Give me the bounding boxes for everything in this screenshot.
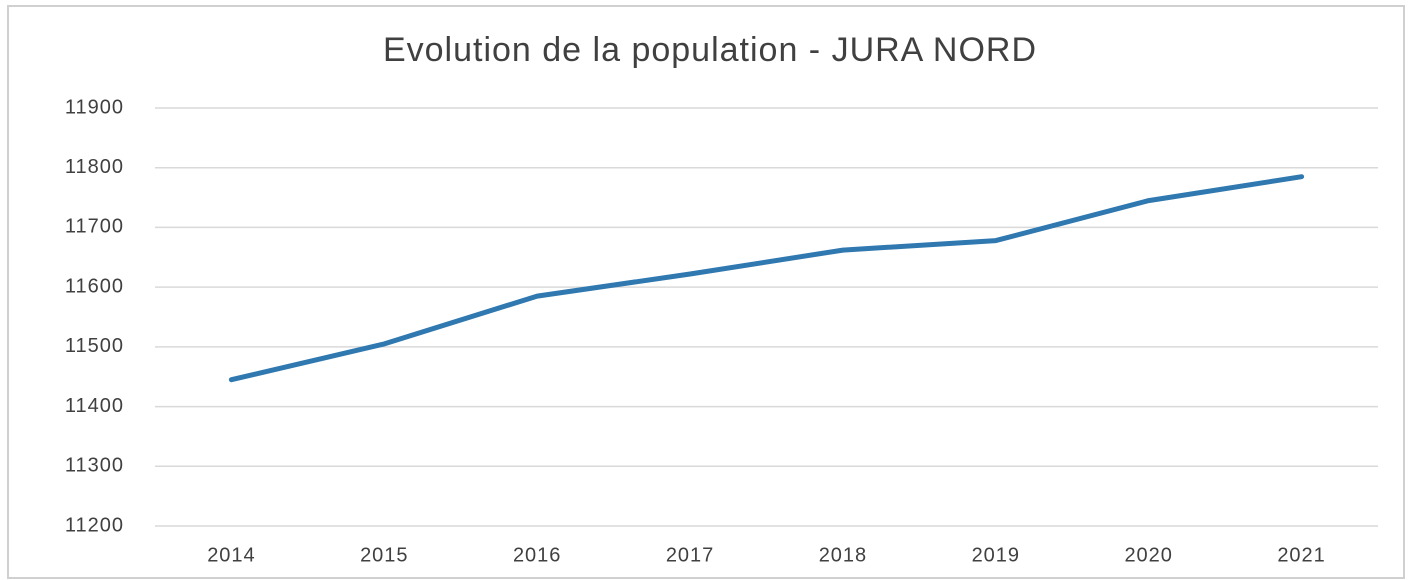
y-tick-label: 11200 xyxy=(65,514,124,536)
y-tick-label: 11700 xyxy=(65,216,124,238)
y-tick-label: 11500 xyxy=(65,335,124,357)
y-tick-label: 11900 xyxy=(65,96,124,118)
line-series xyxy=(228,174,1305,383)
chart-title: Evolution de la population - JURA NORD xyxy=(383,31,1037,69)
y-tick-label: 11300 xyxy=(65,455,124,477)
x-tick-label: 2020 xyxy=(1124,544,1173,566)
y-tick-label: 11400 xyxy=(65,395,124,417)
x-tick-label: 2019 xyxy=(972,544,1021,566)
y-tick-label: 11800 xyxy=(65,156,124,178)
chart-frame xyxy=(7,5,1405,579)
x-tick-label: 2015 xyxy=(360,544,409,566)
x-tick-label: 2014 xyxy=(207,544,256,566)
x-tick-label: 2017 xyxy=(666,544,715,566)
x-tick-label: 2018 xyxy=(819,544,868,566)
y-tick-label: 11600 xyxy=(65,275,124,297)
x-tick-label: 2016 xyxy=(513,544,562,566)
x-tick-label: 2021 xyxy=(1277,544,1326,566)
